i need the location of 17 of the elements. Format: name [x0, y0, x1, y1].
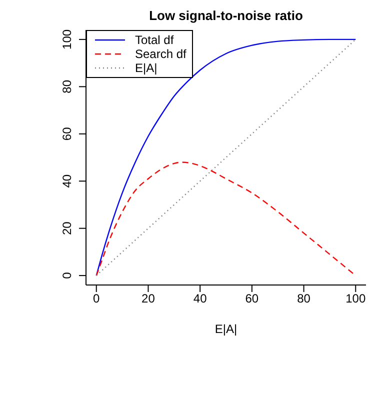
x-axis-title: E|A| — [214, 322, 238, 336]
legend-label: Total df — [135, 33, 174, 47]
x-tick-label: 80 — [297, 292, 311, 306]
chart-title: Low signal-to-noise ratio — [148, 8, 304, 23]
x-tick-label: 40 — [193, 292, 208, 306]
x-tick-label: 60 — [245, 292, 259, 306]
y-tick-label: 80 — [60, 80, 74, 94]
legend-label: E|A| — [135, 61, 158, 75]
y-tick-label: 100 — [60, 29, 74, 50]
y-tick-label: 0 — [60, 272, 74, 279]
x-tick-label: 100 — [346, 292, 366, 306]
legend-label: Search df — [135, 47, 186, 61]
x-tick-label: 20 — [142, 292, 156, 306]
y-tick-label: 20 — [60, 221, 74, 236]
x-tick-label: 0 — [93, 292, 100, 306]
y-tick-label: 40 — [60, 174, 74, 188]
y-tick-label: 60 — [60, 126, 74, 141]
